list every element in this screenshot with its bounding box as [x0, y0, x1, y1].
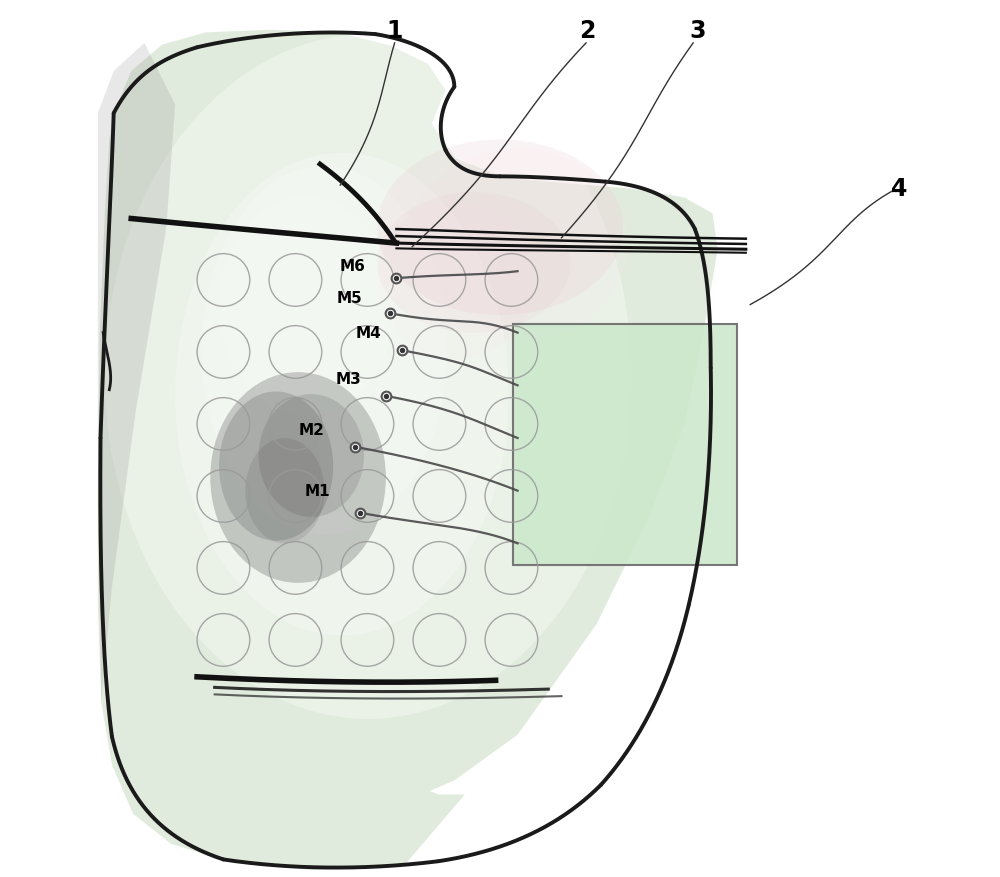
- Ellipse shape: [259, 395, 364, 517]
- Text: 2: 2: [580, 18, 596, 43]
- Ellipse shape: [201, 167, 447, 535]
- Text: M4: M4: [355, 325, 381, 341]
- Text: 4: 4: [891, 176, 908, 201]
- Text: 1: 1: [386, 18, 403, 43]
- Ellipse shape: [105, 35, 632, 719]
- Bar: [513, 324, 737, 566]
- Polygon shape: [98, 44, 175, 702]
- Ellipse shape: [219, 197, 395, 417]
- Polygon shape: [98, 31, 718, 870]
- Ellipse shape: [316, 281, 509, 561]
- Ellipse shape: [210, 373, 386, 583]
- Text: M3: M3: [336, 371, 362, 387]
- Ellipse shape: [377, 140, 623, 316]
- Text: M6: M6: [340, 258, 365, 274]
- Ellipse shape: [377, 202, 535, 360]
- Ellipse shape: [245, 438, 324, 544]
- Ellipse shape: [219, 392, 333, 541]
- Text: M5: M5: [337, 290, 363, 306]
- Ellipse shape: [377, 193, 570, 333]
- Text: M2: M2: [298, 422, 324, 438]
- Text: M1: M1: [305, 483, 330, 499]
- Ellipse shape: [408, 149, 627, 342]
- Ellipse shape: [175, 153, 509, 636]
- Text: 3: 3: [689, 18, 706, 43]
